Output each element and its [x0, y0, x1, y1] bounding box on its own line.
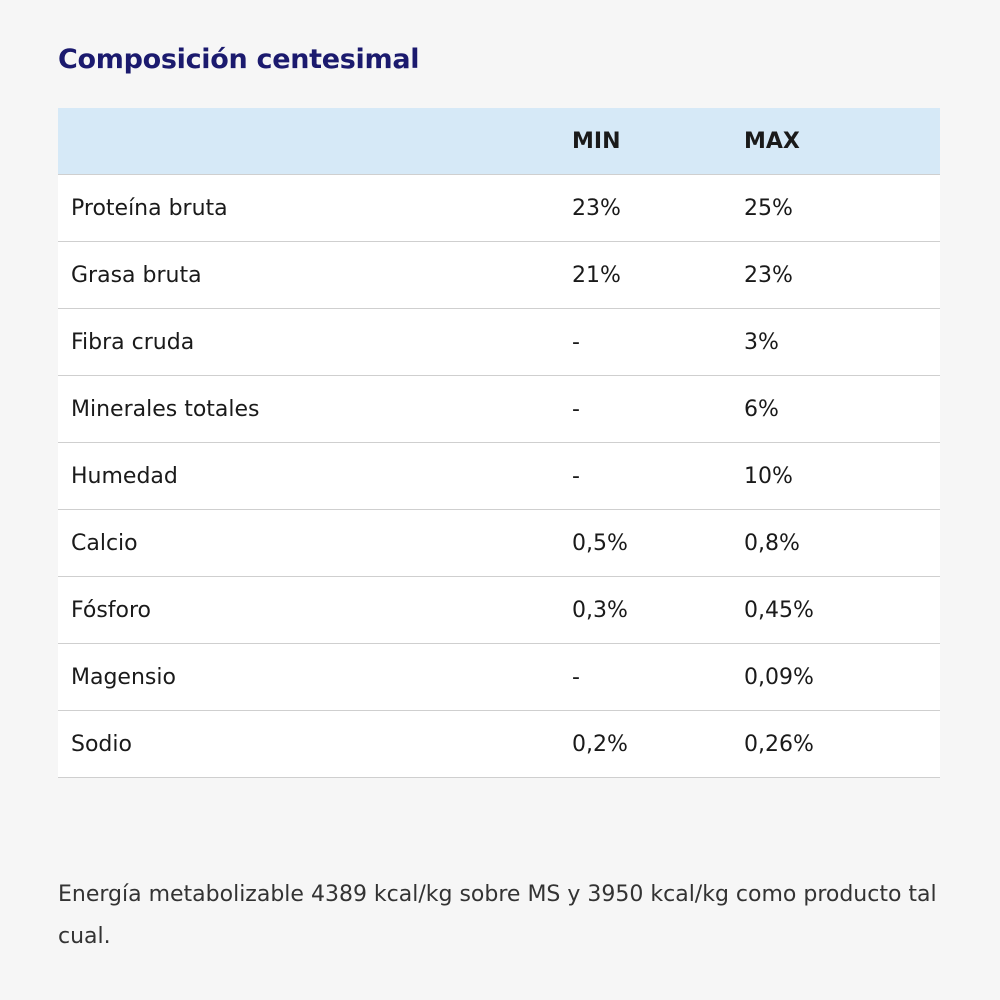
row-min: 21%: [572, 241, 744, 309]
row-name: Fibra cruda: [58, 308, 572, 376]
row-min: 0,2%: [572, 710, 744, 778]
row-max: 0,09%: [744, 643, 940, 711]
row-max: 23%: [744, 241, 940, 309]
table-row: Humedad - 10%: [58, 442, 940, 510]
table-row: Proteína bruta 23% 25%: [58, 174, 940, 242]
table-row: Grasa bruta 21% 23%: [58, 241, 940, 309]
row-min: -: [572, 308, 744, 376]
row-name: Sodio: [58, 710, 572, 778]
row-min: -: [572, 375, 744, 443]
row-name: Calcio: [58, 509, 572, 577]
row-min: -: [572, 643, 744, 711]
row-max: 0,26%: [744, 710, 940, 778]
row-max: 25%: [744, 174, 940, 242]
row-min: 0,3%: [572, 576, 744, 644]
row-name: Fósforo: [58, 576, 572, 644]
row-min: -: [572, 442, 744, 510]
row-max: 10%: [744, 442, 940, 510]
row-max: 0,8%: [744, 509, 940, 577]
row-name: Grasa bruta: [58, 241, 572, 309]
row-min: 0,5%: [572, 509, 744, 577]
table-row: Fibra cruda - 3%: [58, 308, 940, 376]
row-name: Magensio: [58, 643, 572, 711]
table-row: Minerales totales - 6%: [58, 375, 940, 443]
page-title: Composición centesimal: [58, 44, 420, 76]
row-name: Humedad: [58, 442, 572, 510]
composition-table: MIN MAX Proteína bruta 23% 25% Grasa bru…: [58, 108, 940, 778]
table-row: Sodio 0,2% 0,26%: [58, 710, 940, 778]
energy-footnote: Energía metabolizable 4389 kcal/kg sobre…: [58, 882, 937, 949]
row-max: 6%: [744, 375, 940, 443]
row-min: 23%: [572, 174, 744, 242]
row-name: Minerales totales: [58, 375, 572, 443]
row-name: Proteína bruta: [58, 174, 572, 242]
table-row: Fósforo 0,3% 0,45%: [58, 576, 940, 644]
table-row: Calcio 0,5% 0,8%: [58, 509, 940, 577]
header-max: MAX: [744, 108, 940, 175]
table-row: Magensio - 0,09%: [58, 643, 940, 711]
header-min: MIN: [572, 108, 744, 175]
row-max: 3%: [744, 308, 940, 376]
table-header-row: MIN MAX: [58, 108, 940, 175]
row-max: 0,45%: [744, 576, 940, 644]
header-name: [58, 108, 572, 175]
